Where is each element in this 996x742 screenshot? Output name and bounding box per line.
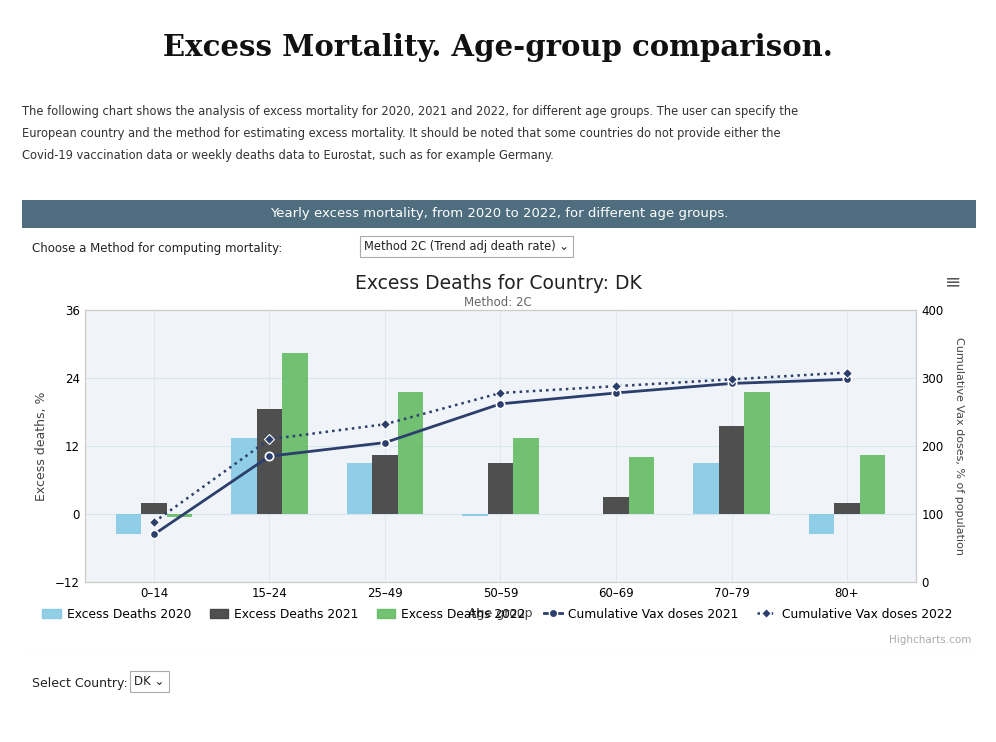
Text: DK ⌄: DK ⌄: [134, 675, 164, 688]
Text: ≡: ≡: [945, 272, 961, 291]
Bar: [835, 502, 860, 514]
Text: Excess Deaths for Country: DK: Excess Deaths for Country: DK: [355, 274, 641, 293]
Text: Choose a Method for computing mortality:: Choose a Method for computing mortality:: [32, 242, 282, 255]
Text: Method 2C (Trend adj death rate) ⌄: Method 2C (Trend adj death rate) ⌄: [364, 240, 569, 253]
Bar: [397, 393, 423, 514]
Text: Yearly excess mortality, from 2020 to 2022, for different age groups.: Yearly excess mortality, from 2020 to 20…: [270, 208, 728, 220]
Text: Select Country:: Select Country:: [32, 677, 127, 690]
Legend: Excess Deaths 2020, Excess Deaths 2021, Excess Deaths 2022, Cumulative Vax doses: Excess Deaths 2020, Excess Deaths 2021, …: [38, 603, 957, 626]
Text: Method: 2C: Method: 2C: [464, 296, 532, 309]
Text: The following chart shows the analysis of excess mortality for 2020, 2021 and 20: The following chart shows the analysis o…: [22, 105, 798, 118]
Bar: [693, 463, 719, 514]
Bar: [604, 497, 628, 514]
Bar: [141, 502, 166, 514]
Bar: [628, 457, 654, 514]
Bar: [860, 455, 885, 514]
X-axis label: Age group: Age group: [468, 607, 533, 620]
Bar: [744, 393, 770, 514]
Y-axis label: Excess deaths, %: Excess deaths, %: [35, 391, 48, 501]
Bar: [719, 426, 744, 514]
Bar: [373, 455, 397, 514]
Text: Covid-19 vaccination data or weekly deaths data to Eurostat, such as for example: Covid-19 vaccination data or weekly deat…: [22, 149, 554, 162]
Text: Excess Mortality. Age-group comparison.: Excess Mortality. Age-group comparison.: [163, 33, 833, 62]
Bar: [513, 438, 539, 514]
Bar: [231, 438, 257, 514]
Bar: [116, 514, 141, 533]
Bar: [809, 514, 835, 533]
Bar: [347, 463, 373, 514]
Text: Highcharts.com: Highcharts.com: [888, 635, 971, 645]
Bar: [282, 352, 308, 514]
Text: European country and the method for estimating excess mortality. It should be no: European country and the method for esti…: [22, 127, 781, 140]
Y-axis label: Cumulative Vax doses, % of population: Cumulative Vax doses, % of population: [954, 337, 964, 555]
Bar: [462, 514, 488, 516]
Bar: [488, 463, 513, 514]
Bar: [166, 514, 192, 517]
Bar: [257, 409, 282, 514]
